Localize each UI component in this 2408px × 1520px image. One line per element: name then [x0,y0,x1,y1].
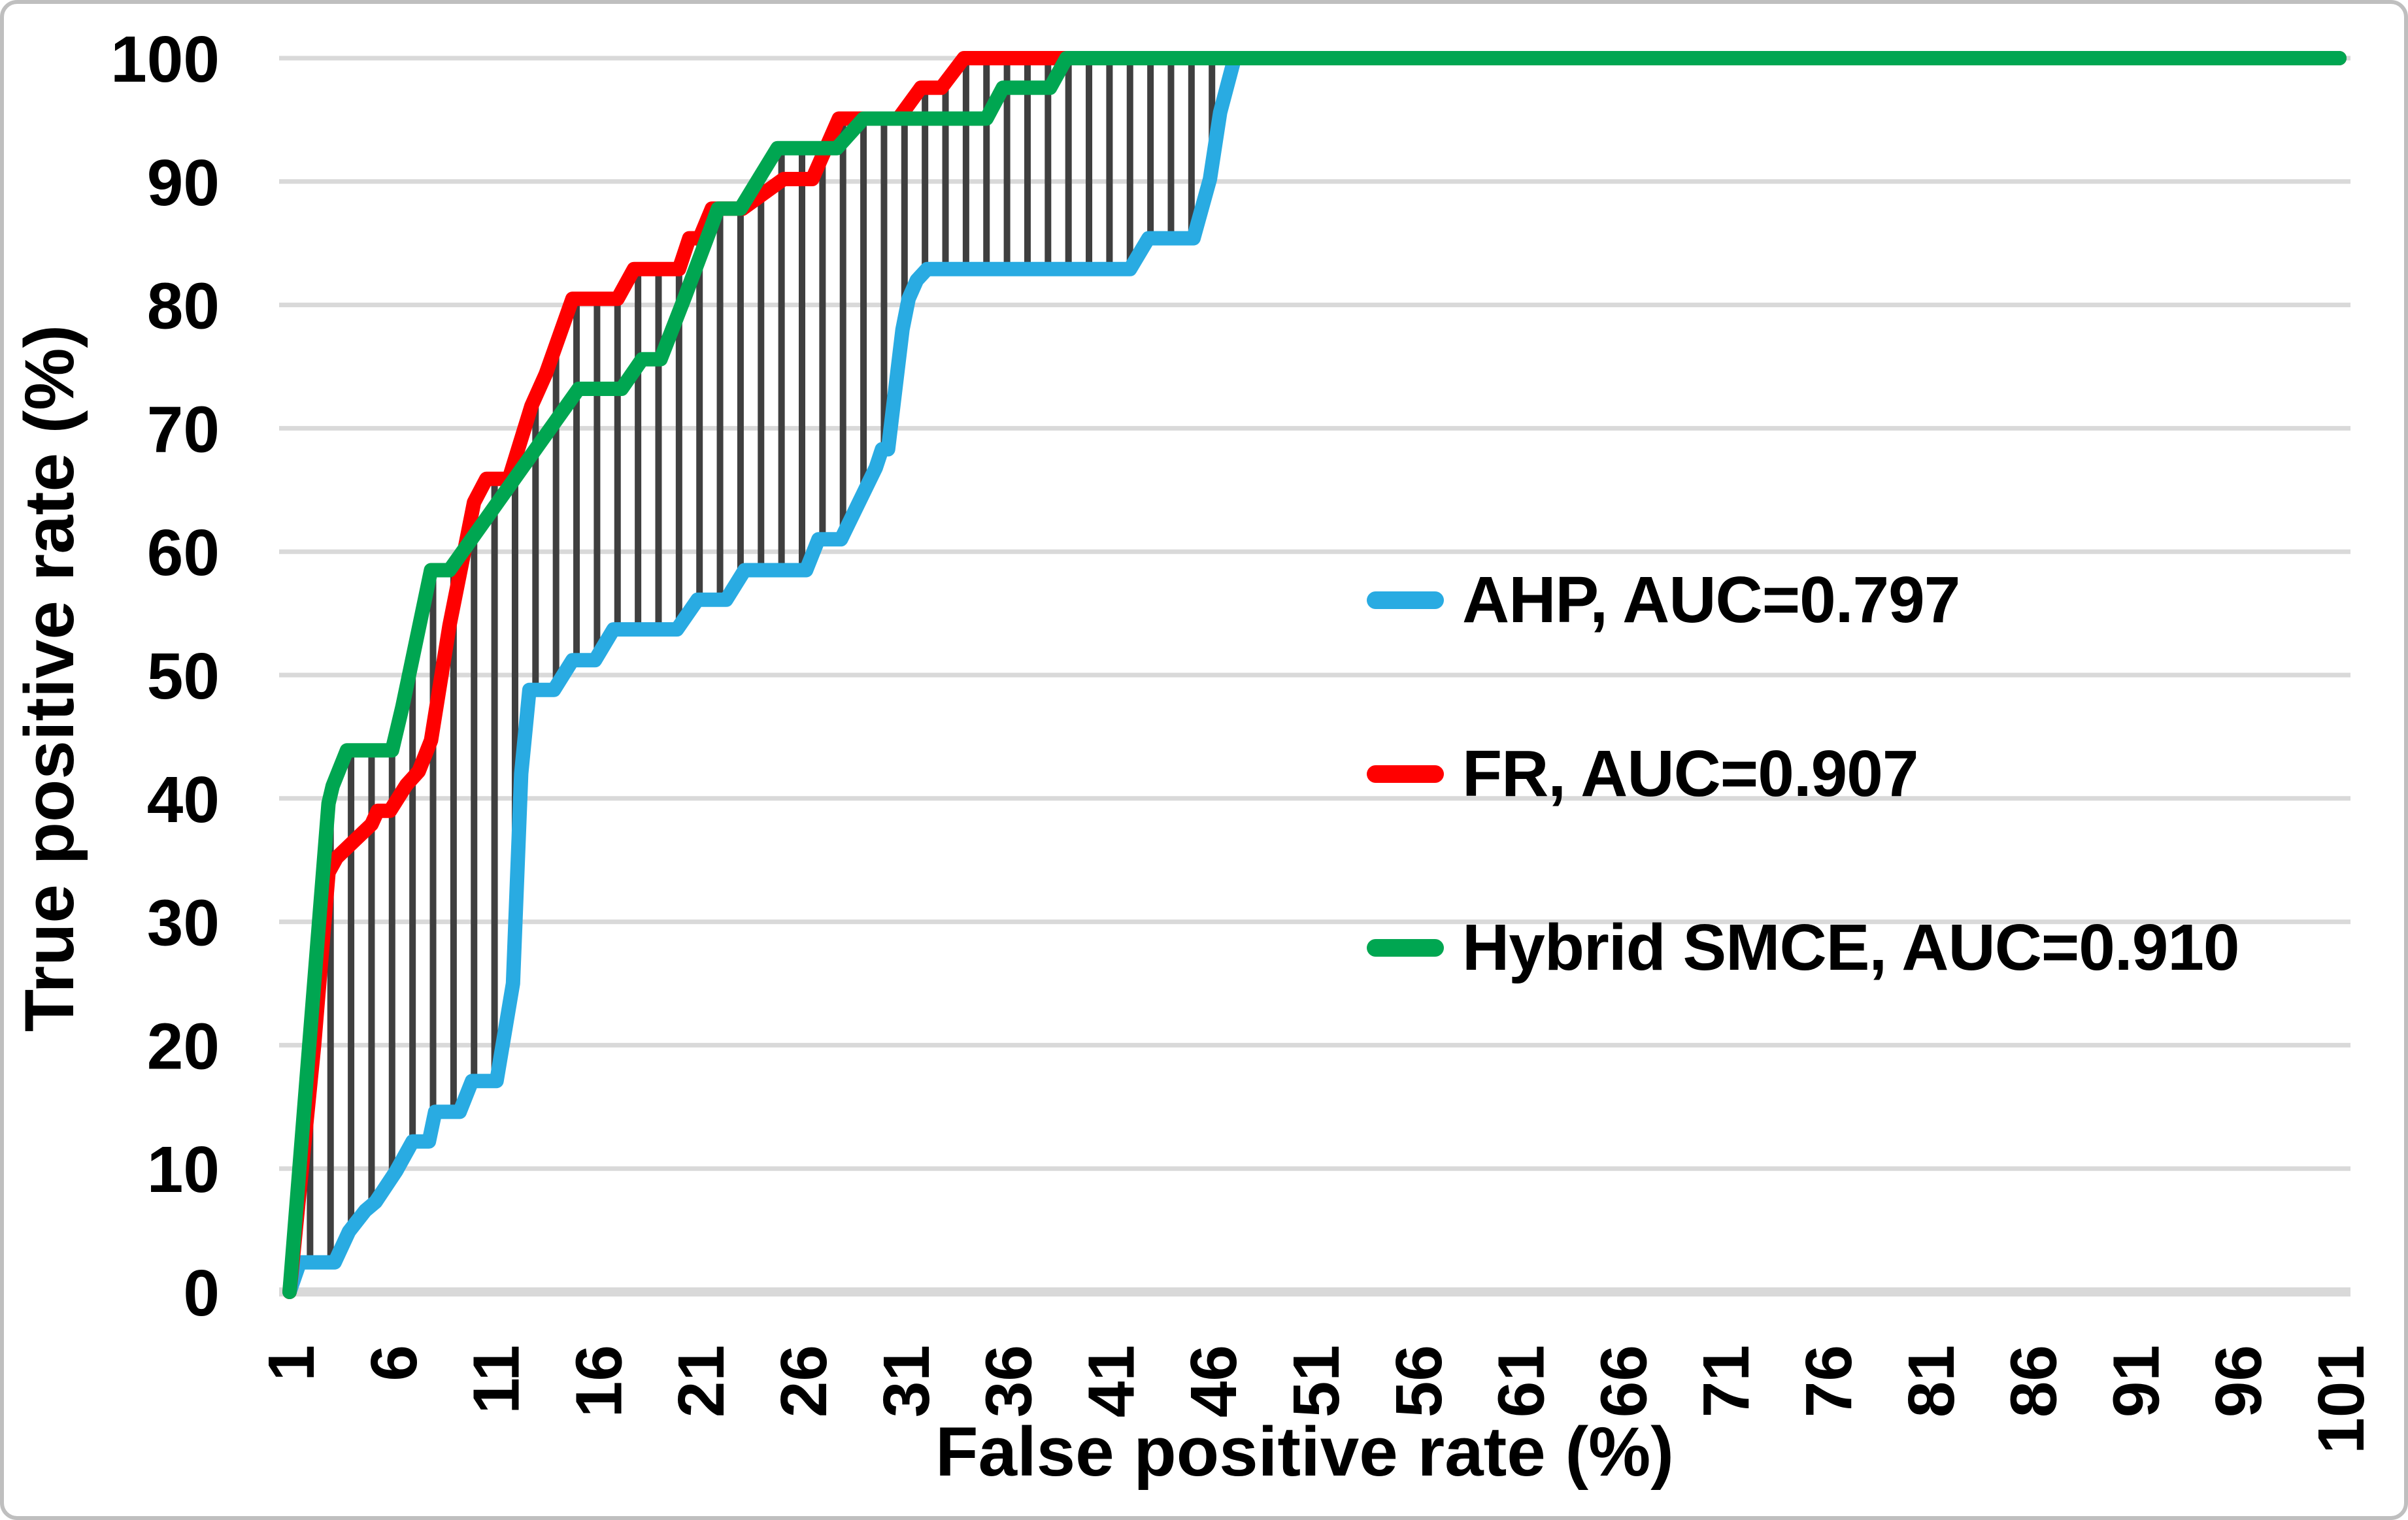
legend-swatch-fr-icon [1367,765,1444,783]
y-tick-label: 50 [147,640,220,713]
y-tick-label: 20 [147,1010,220,1083]
legend-item-hybrid-smce: Hybrid SMCE, AUC=0.910 [1367,907,2240,988]
y-tick-label: 0 [183,1257,220,1330]
roc-chart-plot: 1 6 11 16 21 26 31 36 41 46 51 56 61 66 71 76 81 86 91 96 10… [10,23,2378,1491]
x-tick-label: 61 [1485,1345,1558,1417]
x-tick-label: 86 [1998,1345,2071,1417]
y-tick-label: 100 [110,23,220,96]
legend-swatch-ahp-icon [1367,591,1444,609]
legend-label-hybrid-smce: Hybrid SMCE, AUC=0.910 [1462,910,2240,984]
x-tick-label: 11 [460,1345,533,1414]
x-tick-label: 66 [1587,1345,1660,1417]
x-tick-label: 1 [255,1345,328,1381]
series-ahp-line [282,51,2347,1299]
x-tick-label: 16 [562,1345,635,1417]
x-tick-label: 51 [1280,1345,1353,1417]
gridlines [279,56,2350,1297]
y-tick-label: 80 [147,270,220,343]
legend-item-ahp: AHP, AUC=0.797 [1367,559,1960,640]
x-tick-label: 21 [665,1345,738,1417]
y-tick-label: 30 [147,887,220,960]
y-axis-title: True positive rate (%) [10,325,88,1032]
legend-swatch-hybrid-smce-icon [1367,938,1444,957]
series-lines [282,51,2347,1299]
x-tick-label: 96 [2202,1345,2275,1417]
x-tick-label: 36 [973,1345,1046,1417]
legend-label-fr: FR, AUC=0.907 [1462,736,1918,810]
y-tick-label: 60 [147,516,220,589]
series-hybrid-smce-line [282,51,2347,1299]
x-tick-label: 81 [1895,1345,1968,1417]
x-tick-label: 56 [1382,1345,1456,1417]
legend-label-ahp: AHP, AUC=0.797 [1462,563,1960,636]
x-axis-title: False positive rate (%) [935,1412,1674,1491]
x-axis-tick-labels: 1 6 11 16 21 26 31 36 41 46 51 56 61 66 71 76 81 86 91 96 10… [255,1345,2378,1454]
legend-item-fr: FR, AUC=0.907 [1367,733,1918,814]
x-tick-label: 46 [1177,1345,1250,1417]
x-tick-label: 91 [2099,1345,2173,1417]
y-tick-label: 40 [147,763,220,836]
x-tick-label: 26 [767,1345,841,1417]
y-tick-label: 10 [147,1133,220,1206]
x-tick-label: 6 [358,1345,431,1381]
y-tick-label: 70 [147,393,220,466]
y-tick-label: 90 [147,146,220,220]
x-tick-label: 76 [1792,1345,1865,1417]
y-axis-tick-labels: 0 10 20 30 40 50 60 70 80 90 100 [110,23,220,1330]
x-tick-label: 41 [1075,1345,1148,1417]
x-tick-label: 101 [2305,1345,2378,1454]
x-tick-label: 71 [1690,1345,1763,1417]
series-fr-line [282,51,2347,1299]
x-tick-label: 31 [870,1345,943,1417]
